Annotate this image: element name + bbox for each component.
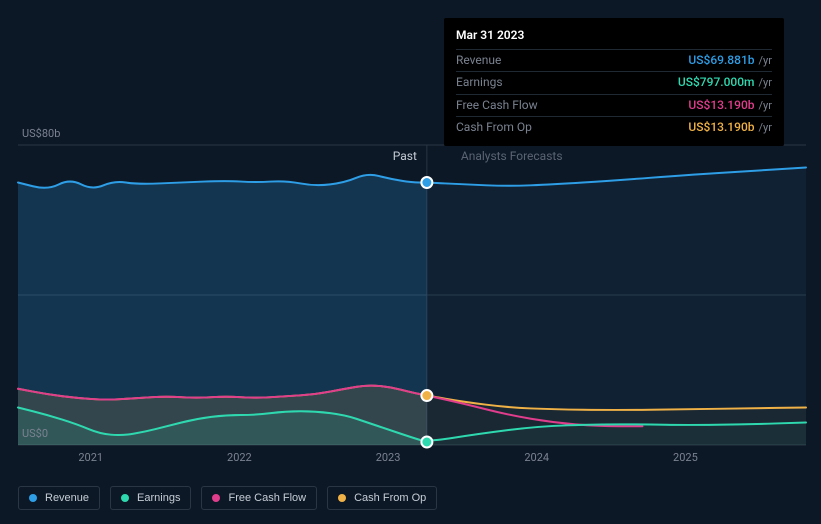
tooltip-row-label: Earnings — [456, 73, 503, 92]
x-axis-label: 2023 — [376, 451, 401, 464]
tooltip-row-label: Free Cash Flow — [456, 96, 538, 115]
tooltip-row-suffix: /yr — [759, 76, 772, 89]
legend-dot-icon — [121, 494, 129, 502]
tooltip-row: Earnings US$797.000m/yr — [456, 71, 772, 93]
legend-dot-icon — [29, 494, 37, 502]
tooltip-row-value: US$13.190b — [688, 120, 754, 134]
financials-chart: US$80b US$0 Past Analysts Forecasts 2021… — [0, 0, 821, 524]
legend-item-earnings[interactable]: Earnings — [110, 486, 191, 510]
tooltip-row-value: US$797.000m — [678, 75, 755, 89]
tooltip-row-value: US$69.881b — [688, 53, 754, 67]
legend-dot-icon — [338, 494, 346, 502]
tooltip-date: Mar 31 2023 — [456, 26, 772, 45]
chart-legend: Revenue Earnings Free Cash Flow Cash From O… — [18, 486, 437, 510]
legend-item-revenue[interactable]: Revenue — [18, 486, 100, 510]
tooltip-row: Cash From Op US$13.190b/yr — [456, 116, 772, 138]
section-label-past: Past — [393, 149, 417, 163]
section-label-future: Analysts Forecasts — [461, 149, 563, 163]
tooltip-row-suffix: /yr — [759, 99, 772, 112]
legend-item-label: Revenue — [45, 492, 89, 504]
y-axis-label-min: US$0 — [22, 427, 48, 440]
legend-item-cash_from_op[interactable]: Cash From Op — [327, 486, 437, 510]
x-axis-label: 2022 — [227, 451, 252, 464]
legend-item-free_cash_flow[interactable]: Free Cash Flow — [201, 486, 317, 510]
chart-tooltip: Mar 31 2023 RevenueUS$69.881b/yrEarnings… — [444, 18, 784, 146]
tooltip-row-value: US$13.190b — [688, 98, 754, 112]
x-axis-label: 2021 — [78, 451, 103, 464]
x-axis-label: 2025 — [673, 451, 698, 464]
legend-item-label: Earnings — [137, 492, 180, 504]
tooltip-row: Revenue US$69.881b/yr — [456, 49, 772, 71]
legend-item-label: Free Cash Flow — [228, 492, 306, 504]
tooltip-row: Free Cash Flow US$13.190b/yr — [456, 94, 772, 116]
y-axis-label-max: US$80b — [22, 127, 60, 140]
tooltip-row-suffix: /yr — [759, 121, 772, 134]
x-axis-label: 2024 — [524, 451, 549, 464]
tooltip-row-label: Revenue — [456, 51, 501, 70]
legend-item-label: Cash From Op — [354, 492, 426, 504]
legend-dot-icon — [212, 494, 220, 502]
tooltip-row-label: Cash From Op — [456, 118, 532, 137]
tooltip-row-suffix: /yr — [759, 54, 772, 67]
